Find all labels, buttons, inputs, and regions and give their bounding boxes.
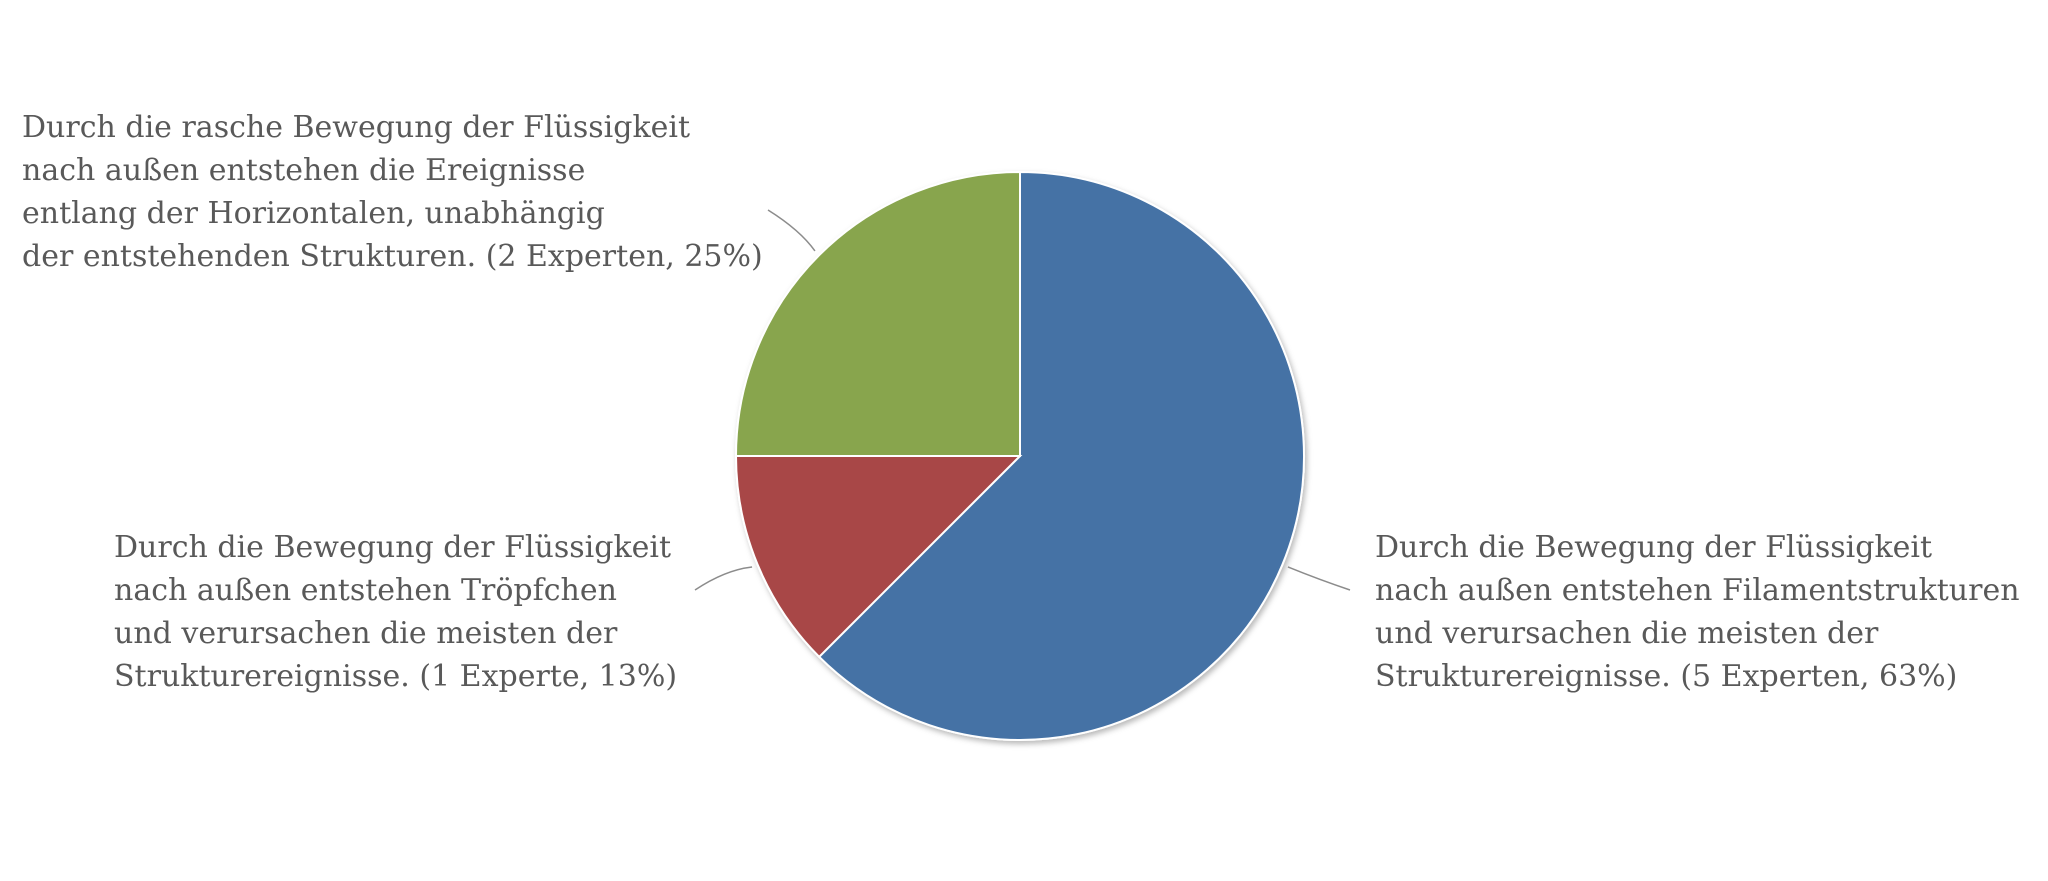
pie-slices: [734, 170, 1306, 741]
label-line: entlang der Horizontalen, unabhängig: [22, 196, 605, 231]
leader-line: [767, 209, 816, 252]
label-line: Durch die Bewegung der Flüssigkeit: [114, 530, 672, 565]
leader-line: [694, 566, 753, 591]
label-line: Durch die Bewegung der Flüssigkeit: [1375, 530, 1933, 565]
label-line: nach außen entstehen die Ereignisse: [22, 153, 586, 188]
label-line: Strukturereignisse. (5 Experten, 63%): [1375, 659, 1958, 694]
slice-label-filament: Durch die Bewegung der Flüssigkeit nach …: [1375, 526, 2020, 698]
label-line: der entstehenden Strukturen. (2 Experten…: [22, 239, 763, 274]
label-line: nach außen entstehen Filamentstrukturen: [1375, 573, 2020, 608]
slice-label-horizontal: Durch die rasche Bewegung der Flüssigkei…: [22, 106, 763, 278]
pie-slice-horizontal: [734, 170, 1021, 457]
label-line: und verursachen die meisten der: [114, 616, 618, 651]
label-line: und verursachen die meisten der: [1375, 616, 1879, 651]
label-line: nach außen entstehen Tröpfchen: [114, 573, 617, 608]
pie-slice-droplets: [734, 455, 1023, 659]
leader-lines: [694, 209, 1351, 591]
pie-slice-filament: [817, 170, 1306, 741]
leader-line: [1287, 566, 1351, 591]
label-line: Strukturereignisse. (1 Experte, 13%): [114, 659, 678, 694]
label-line: Durch die rasche Bewegung der Flüssigkei…: [22, 110, 691, 145]
slice-label-droplets: Durch die Bewegung der Flüssigkeit nach …: [114, 526, 677, 698]
